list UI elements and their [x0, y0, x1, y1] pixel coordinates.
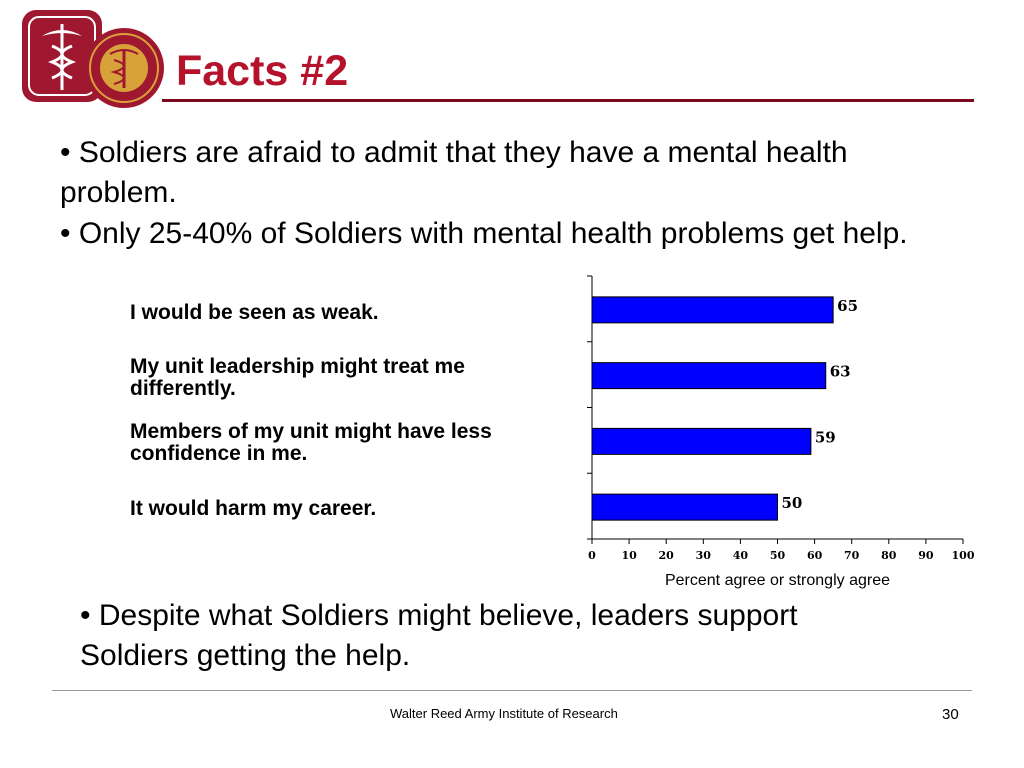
page-title: Facts #2 [176, 47, 349, 95]
bar-chart: 0 10 20 30 40 50 60 70 80 90 100 65 63 59 50 Percent ag… [587, 275, 975, 589]
bar [591, 296, 834, 324]
bullet-afraid-to-admit: • Soldiers are afraid to admit that they… [60, 136, 848, 209]
x-tick-label: 90 [918, 549, 934, 562]
x-tick-label: 0 [588, 549, 596, 562]
protect-project-sustain-seal-icon [84, 28, 164, 108]
bar-value-label: 63 [830, 363, 851, 381]
reason-label-confidence: Members of my unit might have less confi… [130, 420, 492, 465]
logo-icons [22, 10, 164, 108]
footer-divider [52, 690, 972, 691]
x-tick-label: 20 [659, 549, 675, 562]
bar [591, 427, 812, 455]
logo-group [20, 6, 165, 114]
x-tick-label: 50 [770, 549, 786, 562]
footer-organization: Walter Reed Army Institute of Research [390, 706, 618, 721]
bar [591, 362, 827, 390]
x-tick-label: 10 [621, 549, 637, 562]
x-tick-label: 60 [807, 549, 823, 562]
bullet-leaders-support: • Despite what Soldiers might believe, l… [80, 599, 798, 672]
reason-label-leadership: My unit leadership might treat me differ… [130, 355, 465, 400]
bullet-only-25-40-percent: • Only 25-40% of Soldiers with mental he… [60, 217, 908, 250]
page-number: 30 [942, 706, 959, 723]
x-tick-label: 70 [844, 549, 860, 562]
bar-value-label: 50 [782, 494, 803, 512]
reason-label-career: It would harm my career. [130, 497, 377, 520]
x-tick-label: 100 [952, 549, 975, 562]
x-tick-label: 40 [733, 549, 749, 562]
x-tick-label: 80 [881, 549, 897, 562]
x-axis-title: Percent agree or strongly agree [665, 572, 890, 589]
title-divider [162, 99, 974, 102]
reason-label-weak: I would be seen as weak. [130, 301, 379, 324]
bar [591, 493, 778, 521]
bar-value-label: 59 [815, 428, 836, 446]
x-tick-label: 30 [696, 549, 712, 562]
bar-value-label: 65 [837, 297, 858, 315]
